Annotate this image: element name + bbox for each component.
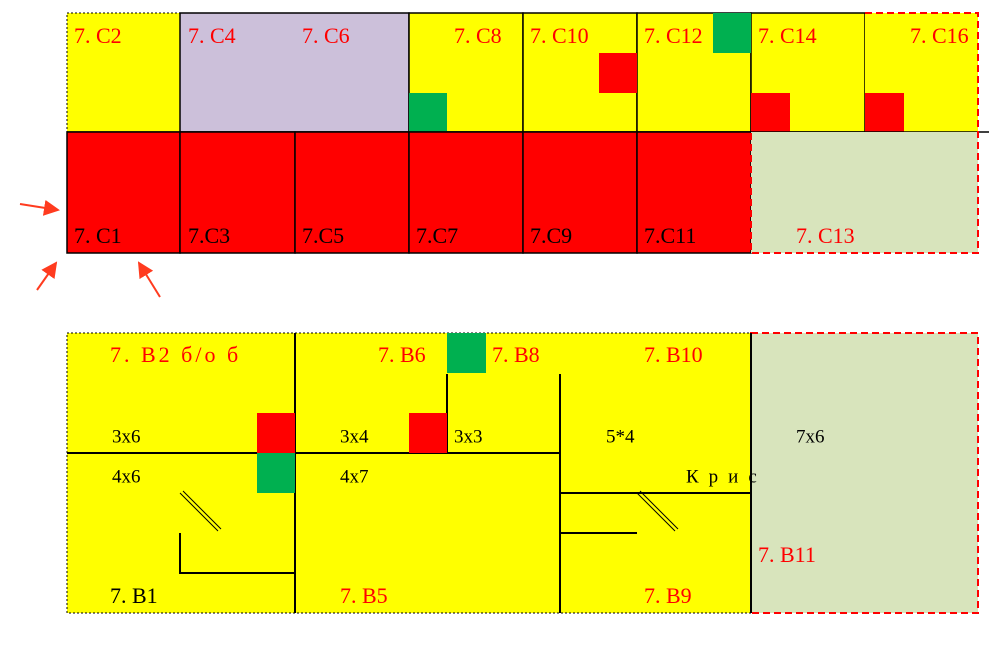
room-label: 7. С8: [454, 23, 502, 48]
room-label: 7. С16: [910, 23, 969, 48]
upper-top-row: [66, 12, 989, 133]
room-label: 7. В10: [644, 342, 703, 367]
room-size: 7х6: [796, 426, 825, 447]
room-label: 7. С14: [758, 23, 817, 48]
room-label: 7. С6: [302, 23, 350, 48]
room-label: 7. С4: [188, 23, 236, 48]
room-label: 7. С10: [530, 23, 589, 48]
room-label: 7.С9: [530, 223, 572, 248]
room-label: 7.С5: [302, 223, 344, 248]
room-label: 7. С1: [74, 223, 122, 248]
room-size: 5*4: [606, 426, 635, 447]
room-label: 7.С11: [644, 223, 696, 248]
room-label: 7. В5: [340, 583, 388, 608]
upper-bottom-row: [66, 12, 979, 254]
room-label: 7. С13: [796, 223, 855, 248]
room-size: 3х3: [454, 426, 483, 447]
room-size: 4х6: [112, 466, 141, 487]
room-label: 7. С2: [74, 23, 122, 48]
room-size: 3х4: [340, 426, 369, 447]
room-label: 7. С12: [644, 23, 703, 48]
room-label: 7. В2 б/о б: [110, 342, 241, 367]
room-label: 7. В1: [110, 583, 158, 608]
room-size: 4х7: [340, 466, 369, 487]
room-size: 3х6: [112, 426, 141, 447]
note: Крис: [686, 466, 767, 487]
room-label: 7.С7: [416, 223, 458, 248]
lower-block: [66, 332, 979, 614]
room-label: 7.С3: [188, 223, 230, 248]
arrows: [19, 199, 161, 298]
room-label: 7. В11: [758, 542, 816, 567]
room-label: 7. В9: [644, 583, 692, 608]
room-label: 7. В6: [378, 342, 426, 367]
room-label: 7. В8: [492, 342, 540, 367]
